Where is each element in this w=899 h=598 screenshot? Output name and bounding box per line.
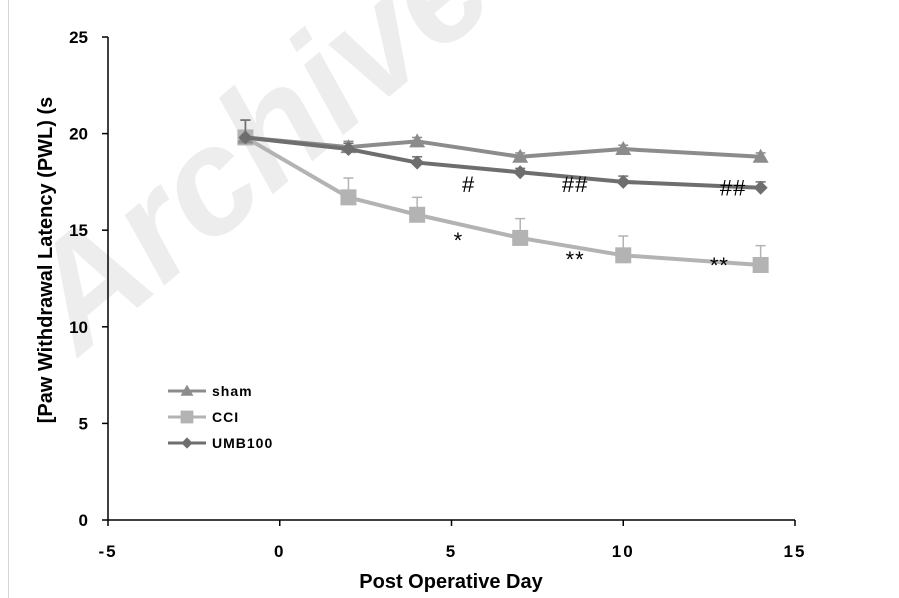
- legend-item-cci: CCI: [168, 409, 239, 425]
- significance-marker: ##: [720, 176, 746, 201]
- data-point: [513, 165, 528, 180]
- y-tick-label: 0: [79, 511, 88, 530]
- series-layer: [237, 119, 769, 273]
- data-point: [615, 141, 632, 156]
- y-tick-label: 15: [69, 221, 88, 240]
- data-point: [512, 229, 529, 246]
- legend-marker: [180, 384, 194, 396]
- legend-marker: [180, 410, 194, 424]
- series-line: [244, 135, 761, 267]
- y-tick-label: 20: [69, 125, 88, 144]
- significance-marker: **: [710, 253, 729, 278]
- x-tick-label: 15: [784, 542, 807, 561]
- x-tick-label: 0: [274, 542, 285, 561]
- data-point: [752, 256, 769, 273]
- data-point: [238, 130, 253, 145]
- axes: -5 0 5 10 15 0 5 10 15 20 25: [69, 28, 807, 561]
- data-point: [753, 180, 768, 195]
- legend-label: CCI: [212, 409, 239, 425]
- legend-label: sham: [212, 383, 253, 399]
- y-tick-label: 25: [69, 28, 88, 47]
- y-tick-label: 5: [79, 414, 88, 433]
- data-point: [341, 142, 356, 157]
- x-tick-label: -5: [98, 542, 117, 561]
- legend-item-umb100: UMB100: [168, 435, 273, 451]
- left-border-line: [8, 0, 9, 598]
- x-tick-label: 10: [612, 542, 635, 561]
- x-tick-label: 5: [446, 542, 457, 561]
- data-point: [410, 155, 425, 170]
- y-axis-label: [Paw Withdrawal Latency (PWL) (s: [35, 97, 57, 424]
- significance-marker: *: [454, 228, 464, 253]
- data-point: [409, 206, 426, 223]
- legend-marker: [181, 437, 193, 449]
- data-point: [616, 174, 631, 189]
- significance-annotations: # ## ##*** **: [454, 172, 746, 278]
- significance-marker: #: [462, 172, 475, 197]
- y-tick-label: 10: [69, 318, 88, 337]
- data-point: [615, 247, 632, 264]
- x-axis-label: Post Operative Day: [359, 571, 543, 593]
- legend-item-sham: sham: [168, 383, 253, 399]
- series-cci: [237, 119, 769, 273]
- series-line: [245, 135, 761, 190]
- significance-marker: **: [566, 247, 585, 272]
- data-point: [340, 189, 357, 206]
- data-point: [409, 133, 426, 148]
- series-umb100: [238, 119, 768, 195]
- legend: sham CCI UMB100: [168, 383, 273, 451]
- data-point: [752, 148, 769, 163]
- data-point: [512, 148, 529, 163]
- legend-label: UMB100: [212, 435, 273, 451]
- significance-marker: ##: [562, 172, 588, 197]
